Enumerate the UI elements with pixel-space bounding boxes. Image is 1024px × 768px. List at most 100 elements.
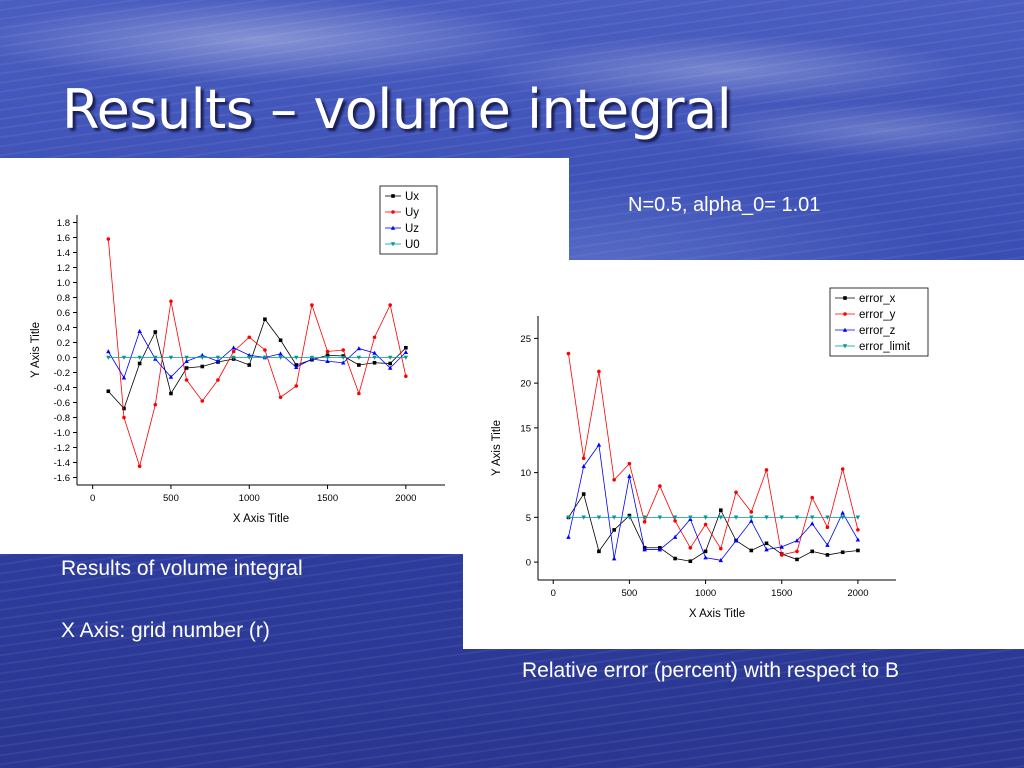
x-tick-label: 0	[551, 588, 556, 599]
data-point-error-z	[672, 534, 678, 539]
data-point-error-limit	[611, 515, 617, 520]
data-point-ux	[106, 389, 111, 394]
legend-label-uy: Uy	[405, 207, 419, 219]
data-point-uy	[231, 349, 236, 354]
series-line-error-y	[568, 353, 859, 556]
data-point-error-limit	[672, 515, 678, 520]
data-point-u0	[341, 355, 346, 360]
data-point-u0	[215, 355, 221, 360]
data-point-uy	[122, 415, 126, 420]
legend-marker-uy	[391, 210, 395, 214]
data-point-error-y	[703, 522, 708, 527]
data-point-uy	[169, 299, 173, 304]
data-point-error-limit	[764, 515, 769, 520]
data-point-error-z	[642, 547, 647, 552]
data-point-error-y	[581, 456, 586, 461]
y-tick-label: 10	[520, 468, 531, 479]
data-point-ux	[372, 360, 377, 365]
data-point-u0	[121, 355, 127, 360]
data-point-error-z	[611, 556, 617, 561]
data-point-error-y	[840, 467, 845, 471]
data-point-uz	[294, 364, 299, 370]
data-point-uz	[184, 358, 189, 364]
data-point-error-z	[779, 544, 784, 549]
data-point-uy	[263, 348, 267, 352]
legend-label-error-y: error_y	[859, 309, 896, 321]
data-point-error-y	[779, 553, 784, 557]
data-point-uy	[153, 402, 158, 407]
x-tick-label: 500	[163, 493, 179, 504]
data-point-error-limit	[566, 515, 571, 520]
series-line-uz	[107, 330, 407, 379]
series-line-ux	[108, 318, 407, 410]
data-point-u0	[372, 355, 377, 360]
data-point-error-limit	[749, 515, 754, 520]
left-caption-line2: X Axis: grid number (r)	[61, 619, 270, 642]
y-tick-label: 1.8	[57, 218, 70, 229]
data-point-error-y	[597, 369, 601, 374]
series-line-uy	[107, 238, 407, 468]
y-tick-label: 0	[526, 558, 531, 569]
data-point-error-x	[597, 549, 601, 554]
data-point-error-y	[825, 525, 830, 529]
data-point-error-z	[749, 518, 754, 523]
data-point-uz	[215, 358, 221, 364]
data-point-ux	[388, 361, 392, 366]
data-point-ux	[122, 406, 126, 411]
x-tick-label: 1500	[771, 588, 792, 599]
legend-marker-ux	[391, 194, 395, 198]
data-point-u0	[278, 355, 283, 360]
y-tick-label: 1.0	[57, 278, 70, 289]
data-point-error-limit	[688, 515, 693, 520]
data-point-error-x	[810, 549, 815, 554]
data-point-error-y	[856, 528, 860, 532]
data-point-error-limit	[627, 515, 632, 520]
legend-label-error-z: error_z	[859, 325, 896, 337]
data-point-error-x	[840, 550, 845, 555]
data-point-ux	[404, 345, 408, 350]
data-point-ux	[263, 317, 267, 322]
data-point-error-z	[794, 538, 800, 543]
data-point-uz	[325, 358, 330, 364]
data-point-uy	[200, 399, 205, 403]
x-tick-label: 2000	[847, 588, 868, 599]
data-point-uz	[106, 349, 111, 354]
data-point-ux	[200, 364, 205, 369]
data-point-uy	[184, 378, 189, 382]
data-point-uz	[231, 345, 236, 350]
data-point-u0	[387, 355, 393, 360]
data-point-uz	[137, 328, 142, 334]
legend-label-error-limit: error_limit	[859, 341, 911, 353]
y-tick-label: -1.6	[54, 473, 70, 484]
data-point-uy	[247, 335, 252, 340]
legend-box	[379, 185, 438, 255]
data-point-error-x	[612, 528, 616, 532]
data-point-uy	[278, 395, 283, 400]
data-point-ux	[357, 363, 361, 367]
data-point-error-z	[855, 537, 861, 542]
data-point-ux	[247, 363, 252, 367]
series-line-error-z	[568, 443, 859, 561]
data-point-error-y	[688, 545, 693, 550]
data-point-u0	[309, 355, 315, 360]
data-point-error-x	[856, 548, 860, 553]
series-error-limit	[566, 515, 861, 520]
data-point-error-z	[764, 547, 769, 552]
y-tick-label: -1.2	[54, 443, 70, 454]
x-tick-label: 1000	[695, 588, 716, 599]
data-point-uy	[106, 237, 111, 241]
legend-marker-error-x	[843, 296, 847, 300]
y-tick-label: 0.2	[57, 338, 70, 349]
legend-marker-error-z	[842, 327, 848, 332]
data-point-error-y	[810, 495, 815, 500]
chart-legend: error_x error_y error_z error_limit	[829, 287, 929, 357]
data-point-error-limit	[581, 515, 586, 520]
data-point-ux	[153, 330, 158, 334]
data-point-error-x	[581, 492, 586, 496]
legend-label-uz: Uz	[405, 223, 419, 235]
y-tick-label: -0.6	[54, 398, 70, 409]
legend-label-u0: U0	[405, 239, 420, 251]
velocity-chart: -1.6 -1.4 -1.2 -1.0 -0.8 -0.6 -0.4 -0.2 0.0 0.2 0.…	[30, 185, 445, 525]
data-point-error-z	[657, 547, 663, 552]
data-point-ux	[169, 391, 173, 396]
